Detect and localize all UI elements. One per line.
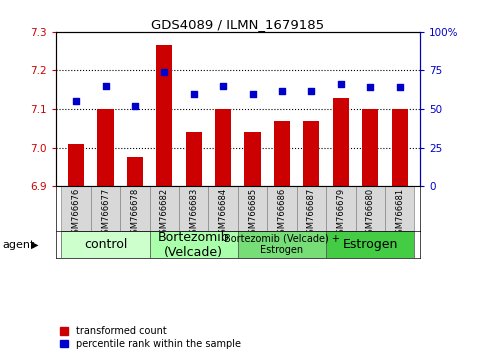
Text: GSM766677: GSM766677 [101, 188, 110, 239]
Bar [150, 231, 238, 258]
Bar [185, 132, 202, 186]
Text: agent: agent [2, 240, 35, 250]
Bar [127, 158, 143, 186]
Bar [362, 109, 378, 186]
Point [131, 103, 139, 109]
Bar [326, 231, 414, 258]
Text: GSM766676: GSM766676 [71, 188, 81, 239]
Text: Bortezomib
(Velcade): Bortezomib (Velcade) [158, 231, 229, 259]
Text: Estrogen: Estrogen [342, 238, 398, 251]
Point [396, 85, 403, 90]
Point [102, 83, 110, 89]
Point [308, 88, 315, 93]
Bar [326, 186, 355, 231]
Point [160, 69, 168, 75]
Text: GSM766679: GSM766679 [336, 188, 345, 239]
Point [366, 85, 374, 90]
Bar [209, 186, 238, 231]
Point [72, 98, 80, 104]
Point [249, 91, 256, 97]
Text: GSM766686: GSM766686 [278, 188, 286, 239]
Point [219, 83, 227, 89]
Bar [238, 231, 326, 258]
Bar [355, 186, 385, 231]
Text: GSM766684: GSM766684 [219, 188, 227, 239]
Text: GSM766687: GSM766687 [307, 188, 316, 239]
Title: GDS4089 / ILMN_1679185: GDS4089 / ILMN_1679185 [151, 18, 325, 31]
Bar [215, 109, 231, 186]
Bar [61, 231, 150, 258]
Bar [98, 109, 114, 186]
Text: GSM766681: GSM766681 [395, 188, 404, 239]
Bar [91, 186, 120, 231]
Text: GSM766678: GSM766678 [130, 188, 140, 239]
Text: control: control [84, 238, 127, 251]
Bar [303, 121, 319, 186]
Bar [179, 186, 209, 231]
Bar [244, 132, 261, 186]
Bar [333, 97, 349, 186]
Text: Bortezomib (Velcade) +
Estrogen: Bortezomib (Velcade) + Estrogen [224, 234, 340, 256]
Bar [267, 186, 297, 231]
Point [337, 81, 345, 87]
Bar [297, 186, 326, 231]
Legend: transformed count, percentile rank within the sample: transformed count, percentile rank withi… [60, 326, 241, 349]
Bar [385, 186, 414, 231]
Text: ▶: ▶ [31, 240, 39, 250]
Bar [61, 186, 91, 231]
Bar [274, 121, 290, 186]
Bar [120, 186, 150, 231]
Text: GSM766683: GSM766683 [189, 188, 198, 239]
Bar [392, 109, 408, 186]
Point [190, 91, 198, 97]
Text: GSM766685: GSM766685 [248, 188, 257, 239]
Bar [156, 45, 172, 186]
Text: GSM766682: GSM766682 [160, 188, 169, 239]
Bar [150, 186, 179, 231]
Text: GSM766680: GSM766680 [366, 188, 375, 239]
Bar [68, 144, 84, 186]
Bar [238, 186, 267, 231]
Point [278, 88, 286, 93]
